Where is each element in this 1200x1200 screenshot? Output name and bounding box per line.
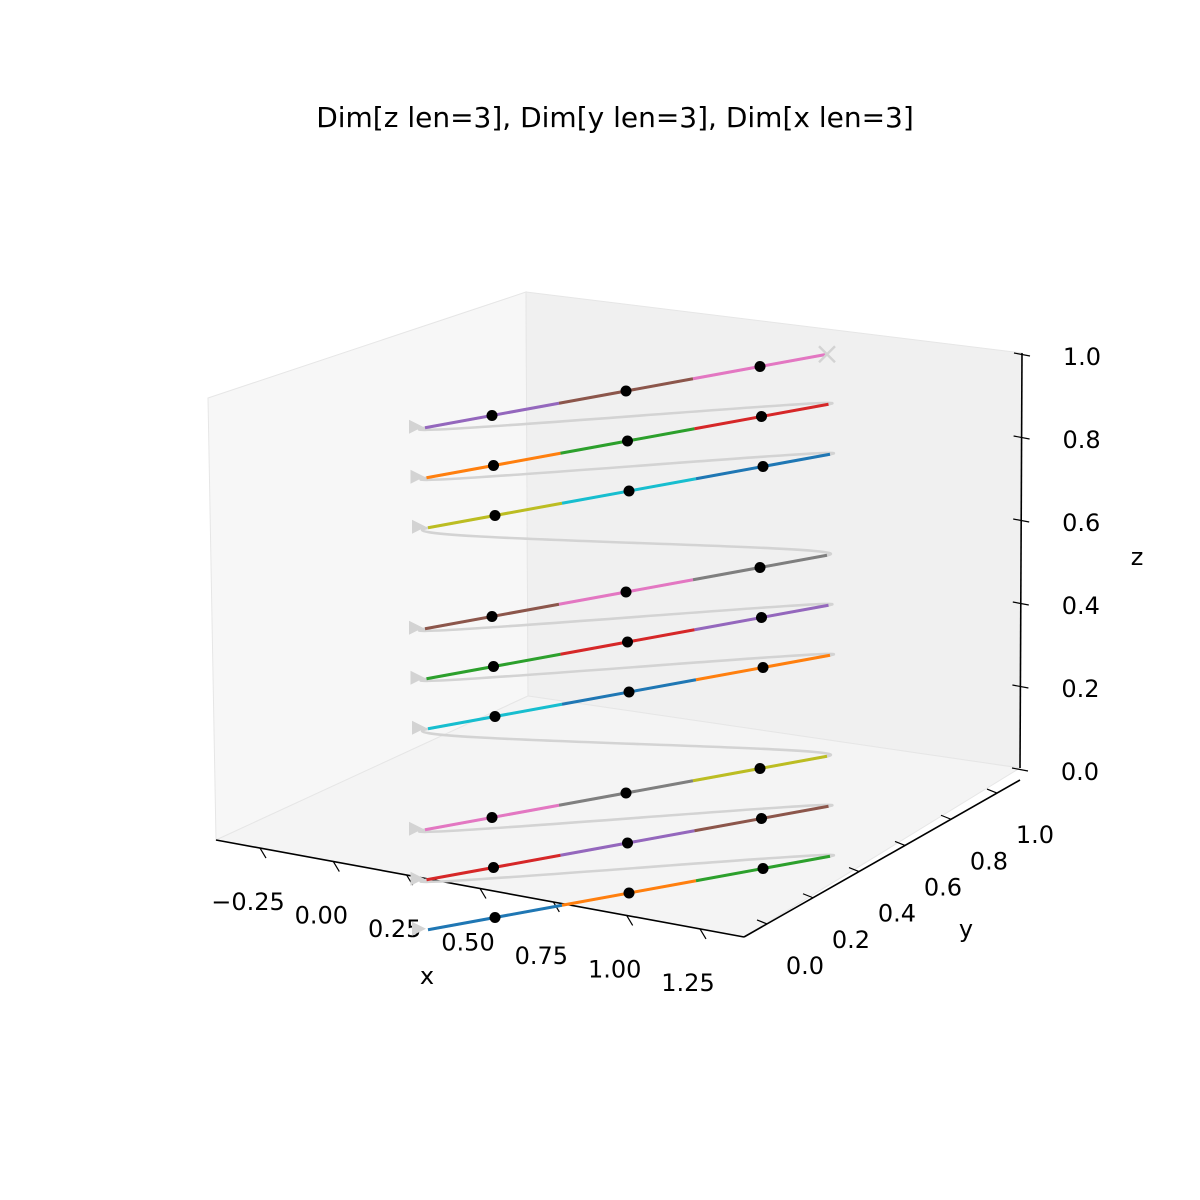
axis-panes [207, 291, 1023, 938]
cell-point [622, 435, 633, 447]
x-tick-label: 1.00 [588, 955, 641, 983]
cell-point [623, 485, 635, 497]
y-axis-label: y [959, 915, 973, 943]
y-tick [848, 867, 860, 873]
axes: −0.25 0.00 0.25 0.50 0.75 1.00 1.250.00.20.40.… [211, 343, 1101, 997]
z-tick [1012, 684, 1029, 689]
x-tick-label: 0.50 [441, 929, 494, 957]
y-tick-label: 0.2 [832, 926, 870, 954]
z-tick-label: 0.0 [1061, 758, 1099, 786]
end-x-marker [818, 345, 836, 364]
cell-point [756, 411, 767, 422]
z-tick [1013, 518, 1030, 523]
cell-point [488, 862, 499, 873]
cell-points [486, 361, 769, 923]
start-triangle-marker [412, 519, 426, 534]
cell-point [623, 686, 635, 698]
cell-point [757, 662, 769, 673]
y-tick [986, 788, 998, 794]
cell-point [620, 787, 632, 799]
x-tick-label: 1.25 [661, 969, 714, 997]
chart-title: Dim[z len=3], Dim[y len=3], Dim[x len=3] [316, 101, 914, 134]
z-tick-label: 0.8 [1063, 426, 1101, 454]
start-triangle-marker [409, 620, 423, 635]
y-tick-label: 0.8 [970, 847, 1008, 875]
cell-point [756, 813, 767, 824]
x-tick [626, 915, 634, 926]
cell-point [486, 611, 498, 622]
cell-point [754, 763, 766, 774]
z-tick [1012, 601, 1029, 606]
cell-point [489, 711, 501, 722]
y-axis-line [743, 779, 1021, 938]
x-tick [479, 888, 487, 899]
start-triangle-marker [409, 821, 423, 836]
cell-point [488, 460, 499, 471]
z-axis-label: z [1131, 543, 1144, 571]
cell-point [622, 636, 633, 648]
x-tick [332, 861, 340, 872]
cell-point [756, 612, 767, 623]
z-tick [1013, 352, 1031, 357]
cell-point [757, 863, 769, 874]
y-tick [894, 840, 906, 846]
start-triangle-marker [410, 670, 425, 685]
y-tick-label: 0.0 [786, 952, 824, 980]
x-tick [699, 928, 707, 940]
cell-point [622, 837, 633, 849]
x-axis-label: x [420, 962, 434, 990]
z-axis-line [1019, 352, 1023, 769]
start-triangle-marker [410, 871, 425, 886]
cell-point [754, 562, 766, 573]
cell-point [754, 361, 766, 372]
cell-point [620, 385, 632, 397]
cell-point [489, 912, 501, 923]
x-tick [259, 847, 267, 859]
start-triangle-marker [412, 921, 426, 936]
y-tick [802, 893, 814, 899]
y-tick [756, 919, 768, 925]
cell-point [486, 410, 498, 421]
x-tick-label: 0.75 [515, 942, 568, 970]
x-tick-label: −0.25 [211, 888, 285, 916]
y-tick-label: 1.0 [1016, 821, 1054, 849]
x-tick-label: 0.00 [295, 902, 348, 930]
path-markers [409, 345, 836, 936]
start-triangle-marker [412, 720, 426, 735]
z-tick-label: 0.2 [1061, 675, 1099, 703]
y-tick [940, 814, 952, 820]
y-tick-label: 0.4 [878, 900, 916, 928]
z-tick-label: 1.0 [1063, 343, 1101, 371]
cell-point [620, 586, 632, 598]
y-tick-label: 0.6 [924, 873, 962, 901]
cell-point [623, 887, 635, 899]
start-triangle-marker [410, 469, 425, 484]
z-tick [1013, 435, 1030, 440]
cell-point [757, 461, 769, 472]
cell-point [489, 510, 501, 521]
z-tick-label: 0.4 [1062, 592, 1100, 620]
z-tick-label: 0.6 [1062, 509, 1100, 537]
cell-point [488, 661, 499, 672]
cell-point [486, 812, 498, 823]
z-tick [1011, 767, 1029, 772]
start-triangle-marker [409, 419, 423, 434]
